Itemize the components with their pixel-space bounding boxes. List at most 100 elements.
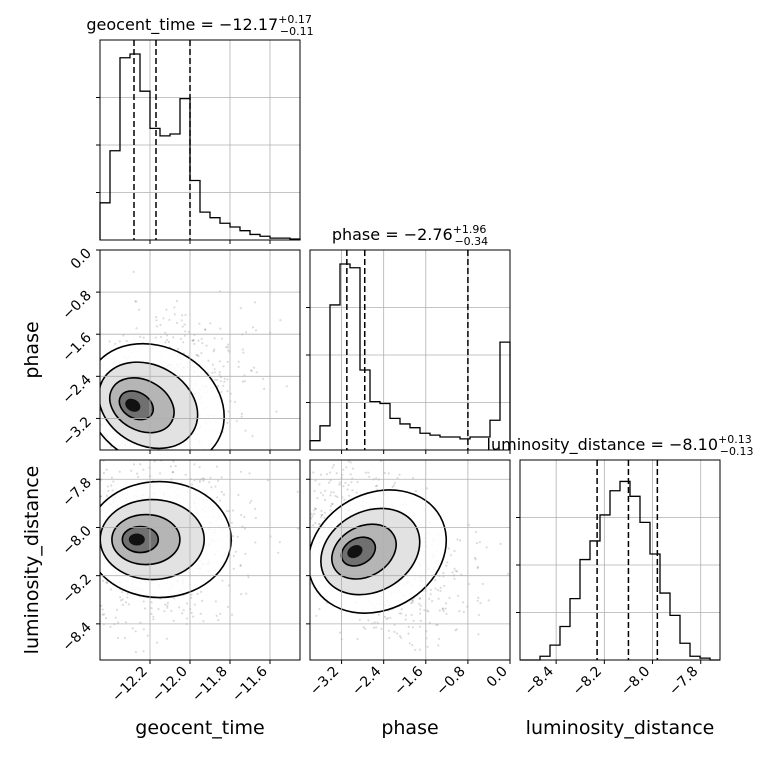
density-phase-vs-luminosity_distance-sample-point bbox=[411, 477, 415, 480]
density-geocent_time-vs-luminosity_distance-sample-point bbox=[216, 465, 219, 468]
density-geocent_time-vs-luminosity_distance-sample-point bbox=[172, 460, 175, 463]
density-geocent_time-vs-luminosity_distance-sample-point bbox=[230, 521, 233, 524]
density-phase-vs-luminosity_distance-sample-point bbox=[346, 488, 349, 491]
ytick-label-luminosity_distance: −8.0 bbox=[59, 523, 94, 558]
density-geocent_time-vs-luminosity_distance-sample-point bbox=[240, 593, 243, 596]
density-geocent_time-vs-phase-sample-point bbox=[263, 387, 266, 390]
density-geocent_time-vs-phase-sample-point bbox=[241, 348, 244, 351]
density-geocent_time-vs-luminosity_distance-sample-point bbox=[202, 620, 205, 623]
density-phase-vs-luminosity_distance-sample-point bbox=[443, 584, 446, 587]
density-phase-vs-luminosity_distance-sample-point bbox=[329, 505, 332, 508]
density-geocent_time-vs-luminosity_distance-sample-point bbox=[217, 618, 220, 622]
density-geocent_time-vs-luminosity_distance-sample-point bbox=[243, 527, 246, 530]
density-phase-vs-luminosity_distance-sample-point bbox=[362, 626, 365, 629]
hist-luminosity_distance-frame bbox=[519, 459, 721, 661]
density-geocent_time-vs-phase-sample-point bbox=[166, 334, 169, 337]
density-geocent_time-vs-phase-sample-point bbox=[192, 338, 195, 342]
density-geocent_time-vs-luminosity_distance-sample-point bbox=[198, 466, 201, 469]
density-phase-vs-luminosity_distance-sample-point bbox=[368, 475, 371, 478]
density-phase-vs-luminosity_distance-sample-point bbox=[475, 542, 479, 545]
density-geocent_time-vs-phase-sample-point bbox=[235, 420, 238, 423]
density-geocent_time-vs-luminosity_distance-sample-point bbox=[102, 471, 105, 475]
hist-phase-title-errplus: +1.96 bbox=[453, 223, 487, 236]
density-geocent_time-vs-luminosity_distance-sample-point bbox=[100, 495, 103, 498]
density-geocent_time-vs-phase-sample-point bbox=[198, 322, 201, 325]
density-phase-vs-luminosity_distance-sample-point bbox=[338, 631, 342, 634]
xtick-label-geocent_time: −12.0 bbox=[149, 664, 191, 706]
density-phase-vs-luminosity_distance-sample-point bbox=[426, 487, 429, 490]
ytick-label-phase: −2.4 bbox=[59, 372, 94, 407]
density-geocent_time-vs-luminosity_distance-sample-point bbox=[240, 514, 243, 517]
density-phase-vs-luminosity_distance-sample-point bbox=[347, 460, 350, 463]
density-geocent_time-vs-phase-sample-point bbox=[227, 410, 230, 413]
density-geocent_time-vs-luminosity_distance-sample-point bbox=[225, 510, 228, 513]
density-geocent_time-vs-phase-sample-point bbox=[214, 378, 217, 381]
density-phase-vs-luminosity_distance-sample-point bbox=[439, 589, 442, 593]
density-phase-vs-luminosity_distance-sample-point bbox=[453, 567, 456, 570]
density-phase-vs-luminosity_distance-sample-point bbox=[393, 630, 396, 634]
ytick-label-luminosity_distance: −8.2 bbox=[59, 571, 94, 606]
density-geocent_time-vs-luminosity_distance-sample-point bbox=[222, 493, 226, 496]
density-geocent_time-vs-phase-sample-point bbox=[109, 445, 112, 448]
density-geocent_time-vs-luminosity_distance-sample-point bbox=[121, 603, 124, 607]
density-geocent_time-vs-phase-sample-point bbox=[209, 322, 212, 325]
density-phase-vs-luminosity_distance-sample-point bbox=[351, 489, 354, 492]
density-phase-vs-luminosity_distance-sample-point bbox=[329, 509, 332, 512]
density-phase-vs-luminosity_distance-sample-point bbox=[428, 621, 431, 625]
density-phase-vs-luminosity_distance-sample-point bbox=[467, 523, 470, 527]
density-geocent_time-vs-phase-sample-point bbox=[179, 337, 183, 340]
density-geocent_time-vs-luminosity_distance-sample-point bbox=[239, 563, 242, 567]
density-phase-vs-luminosity_distance-sample-point bbox=[323, 516, 326, 520]
density-phase-vs-luminosity_distance-sample-point bbox=[462, 601, 465, 604]
density-phase-vs-luminosity_distance-sample-point bbox=[407, 625, 410, 629]
density-geocent_time-vs-phase-sample-point bbox=[176, 347, 180, 350]
density-geocent_time-vs-phase-sample-point bbox=[142, 336, 145, 339]
density-geocent_time-vs-luminosity_distance-sample-point bbox=[181, 612, 184, 615]
xtick-label-phase: 0.0 bbox=[484, 664, 511, 691]
density-geocent_time-vs-phase-sample-point bbox=[218, 371, 221, 374]
density-phase-vs-luminosity_distance-sample-point bbox=[439, 586, 442, 590]
density-phase-vs-luminosity_distance-sample-point bbox=[377, 613, 380, 616]
density-geocent_time-vs-phase-sample-point bbox=[108, 340, 111, 343]
density-geocent_time-vs-phase-sample-point bbox=[154, 336, 157, 339]
density-geocent_time-vs-phase-sample-point bbox=[173, 306, 176, 309]
density-phase-vs-luminosity_distance-sample-point bbox=[347, 494, 351, 497]
panel-1-1: phase = −2.76+1.96 −0.34 bbox=[306, 223, 511, 454]
density-geocent_time-vs-luminosity_distance-sample-point bbox=[150, 607, 153, 610]
density-phase-vs-luminosity_distance-sample-point bbox=[383, 471, 386, 475]
density-geocent_time-vs-luminosity_distance-sample-point bbox=[174, 465, 177, 468]
density-phase-vs-luminosity_distance-sample-point bbox=[331, 502, 334, 505]
density-phase-vs-luminosity_distance-sample-point bbox=[475, 530, 478, 534]
density-geocent_time-vs-luminosity_distance-sample-point bbox=[169, 465, 172, 468]
density-geocent_time-vs-luminosity_distance-sample-point bbox=[124, 601, 128, 604]
xtick-label-luminosity_distance: −7.8 bbox=[666, 664, 701, 699]
density-phase-vs-luminosity_distance-sample-point bbox=[458, 610, 461, 613]
density-geocent_time-vs-luminosity_distance-sample-point bbox=[201, 599, 204, 603]
density-geocent_time-vs-luminosity_distance-sample-point bbox=[136, 472, 139, 475]
density-geocent_time-vs-phase-sample-point bbox=[165, 308, 168, 311]
density-geocent_time-vs-luminosity_distance-sample-point bbox=[117, 636, 120, 640]
density-phase-vs-luminosity_distance-sample-point bbox=[477, 633, 480, 636]
density-phase-vs-luminosity_distance-sample-point bbox=[320, 513, 323, 516]
density-phase-vs-luminosity_distance-sample-point bbox=[364, 627, 367, 630]
density-geocent_time-vs-phase-sample-point bbox=[250, 369, 253, 372]
density-geocent_time-vs-luminosity_distance-sample-point bbox=[239, 564, 242, 568]
xtick-label-geocent_time: −11.8 bbox=[189, 664, 231, 706]
density-geocent_time-vs-phase-sample-point bbox=[223, 377, 226, 380]
density-geocent_time-vs-luminosity_distance-sample-point bbox=[109, 588, 112, 591]
density-geocent_time-vs-luminosity_distance-sample-point bbox=[126, 596, 129, 599]
density-phase-vs-luminosity_distance-sample-point bbox=[318, 483, 321, 486]
density-geocent_time-vs-luminosity_distance-sample-point bbox=[184, 473, 187, 476]
density-geocent_time-vs-luminosity_distance-sample-point bbox=[126, 592, 129, 595]
density-geocent_time-vs-luminosity_distance-sample-point bbox=[234, 550, 237, 553]
density-phase-vs-luminosity_distance-sample-point bbox=[314, 479, 317, 482]
density-phase-vs-luminosity_distance-sample-point bbox=[386, 616, 389, 620]
density-geocent_time-vs-luminosity_distance-sample-point bbox=[104, 617, 108, 620]
density-geocent_time-vs-phase-sample-point bbox=[155, 325, 158, 328]
density-geocent_time-vs-luminosity_distance-sample-point bbox=[193, 603, 196, 606]
density-geocent_time-vs-phase-sample-point bbox=[125, 339, 128, 343]
density-phase-vs-luminosity_distance-sample-point bbox=[329, 471, 332, 474]
density-phase-vs-luminosity_distance-sample-point bbox=[485, 546, 488, 549]
density-geocent_time-vs-luminosity_distance-sample-point bbox=[166, 606, 169, 609]
